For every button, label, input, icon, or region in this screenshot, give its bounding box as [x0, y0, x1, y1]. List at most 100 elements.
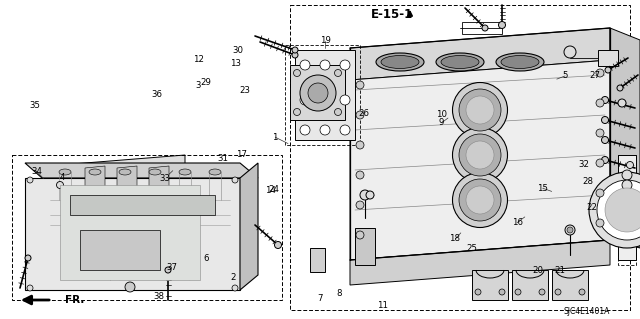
Circle shape — [25, 255, 31, 261]
Circle shape — [564, 46, 576, 58]
Text: 26: 26 — [358, 109, 369, 118]
Polygon shape — [472, 270, 508, 300]
Ellipse shape — [452, 83, 508, 137]
Bar — [12, 155, 282, 300]
Circle shape — [232, 177, 238, 183]
Circle shape — [602, 97, 609, 103]
Text: 3: 3 — [196, 81, 201, 90]
Circle shape — [618, 99, 626, 107]
Circle shape — [292, 52, 298, 58]
Text: 24: 24 — [268, 185, 280, 194]
Bar — [285, 45, 360, 145]
Polygon shape — [310, 248, 325, 272]
Polygon shape — [149, 166, 169, 200]
Ellipse shape — [89, 169, 101, 175]
Text: 6: 6 — [204, 254, 209, 263]
Text: 20: 20 — [532, 266, 543, 275]
Polygon shape — [85, 166, 105, 200]
Polygon shape — [25, 163, 258, 178]
Ellipse shape — [209, 169, 221, 175]
Polygon shape — [70, 195, 215, 215]
Text: 30: 30 — [232, 46, 244, 55]
Text: 37: 37 — [166, 263, 177, 272]
Polygon shape — [610, 28, 640, 248]
Circle shape — [565, 225, 575, 235]
Text: 22: 22 — [586, 203, 598, 212]
Text: 35: 35 — [29, 101, 41, 110]
Circle shape — [360, 190, 370, 200]
Circle shape — [356, 201, 364, 209]
Circle shape — [308, 83, 328, 103]
Circle shape — [27, 285, 33, 291]
Text: 31: 31 — [217, 154, 228, 163]
Text: 18: 18 — [449, 234, 460, 243]
Circle shape — [335, 108, 342, 115]
Circle shape — [596, 159, 604, 167]
Circle shape — [475, 289, 481, 295]
Ellipse shape — [496, 53, 544, 71]
Polygon shape — [290, 65, 345, 120]
Circle shape — [627, 182, 634, 189]
Circle shape — [499, 21, 506, 28]
Circle shape — [335, 70, 342, 77]
Text: SJC4E1401A: SJC4E1401A — [564, 308, 610, 316]
Ellipse shape — [149, 169, 161, 175]
Text: 1: 1 — [273, 133, 278, 142]
Text: 2: 2 — [231, 273, 236, 282]
Ellipse shape — [59, 169, 71, 175]
Circle shape — [555, 289, 561, 295]
Circle shape — [275, 241, 282, 249]
Circle shape — [602, 137, 609, 144]
Text: 5: 5 — [563, 71, 568, 80]
Text: 23: 23 — [239, 86, 250, 95]
Text: 9: 9 — [439, 118, 444, 127]
Circle shape — [300, 60, 310, 70]
Circle shape — [340, 125, 350, 135]
Circle shape — [356, 81, 364, 89]
Text: 19: 19 — [320, 36, 330, 45]
Ellipse shape — [452, 173, 508, 227]
Circle shape — [27, 177, 33, 183]
Polygon shape — [350, 60, 610, 260]
Bar — [290, 5, 630, 310]
Ellipse shape — [376, 53, 424, 71]
Bar — [618, 155, 636, 265]
Circle shape — [366, 191, 374, 199]
Ellipse shape — [452, 128, 508, 182]
Circle shape — [567, 227, 573, 233]
Text: 7: 7 — [317, 294, 323, 303]
Circle shape — [320, 95, 330, 105]
Text: 29: 29 — [201, 78, 211, 87]
Text: 32: 32 — [578, 160, 589, 169]
Text: 21: 21 — [554, 266, 566, 275]
Text: 28: 28 — [582, 177, 593, 186]
Text: 34: 34 — [31, 167, 43, 176]
Circle shape — [539, 289, 545, 295]
Circle shape — [596, 69, 604, 77]
Circle shape — [320, 60, 330, 70]
Ellipse shape — [501, 56, 539, 69]
Ellipse shape — [466, 186, 494, 214]
Circle shape — [340, 60, 350, 70]
Circle shape — [579, 289, 585, 295]
Circle shape — [340, 95, 350, 105]
Bar — [462, 22, 502, 34]
Ellipse shape — [466, 96, 494, 124]
Ellipse shape — [466, 141, 494, 169]
Circle shape — [300, 75, 336, 111]
Circle shape — [605, 67, 611, 73]
Polygon shape — [295, 50, 355, 140]
Circle shape — [356, 171, 364, 179]
Polygon shape — [355, 228, 375, 265]
Circle shape — [300, 95, 310, 105]
Circle shape — [292, 47, 298, 53]
Circle shape — [300, 125, 310, 135]
Polygon shape — [117, 166, 137, 200]
Ellipse shape — [459, 179, 501, 221]
Polygon shape — [60, 185, 200, 280]
Text: 4: 4 — [60, 173, 65, 182]
Circle shape — [165, 267, 171, 273]
Text: 17: 17 — [236, 150, 248, 159]
Circle shape — [597, 180, 640, 240]
Text: FR.: FR. — [65, 295, 84, 305]
